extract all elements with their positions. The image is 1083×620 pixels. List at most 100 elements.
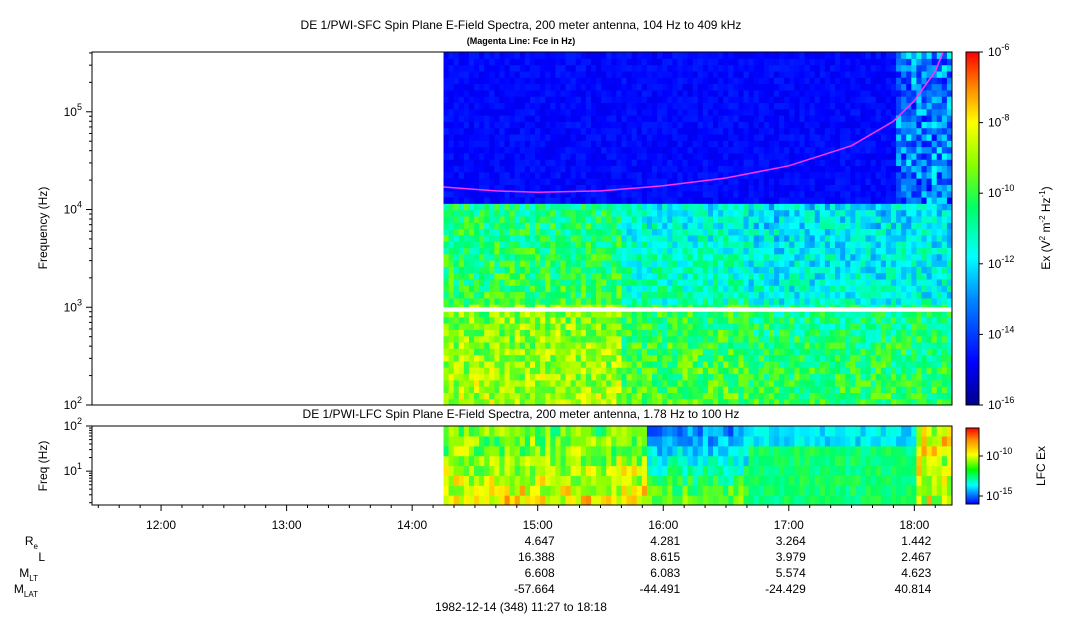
sfc-spectrogram-cell [855, 323, 862, 330]
sfc-spectrogram-cell [565, 272, 572, 280]
sfc-spectrogram-cell [784, 329, 790, 337]
sfc-spectrogram-cell [870, 70, 877, 78]
sfc-spectrogram-cell [763, 115, 770, 122]
sfc-spectrogram-cell [529, 89, 536, 97]
sfc-spectrogram-cell [723, 329, 729, 337]
sfc-spectrogram-cell [499, 196, 506, 204]
sfc-spectrogram-cell [875, 108, 882, 116]
sfc-spectrogram-cell [489, 171, 495, 179]
sfc-spectrogram-cell [748, 196, 755, 204]
sfc-spectrogram-cell [631, 209, 638, 217]
sfc-spectrogram-cell [535, 297, 541, 305]
sfc-spectrogram-cell [489, 373, 495, 381]
sfc-spectrogram-cell [743, 323, 750, 330]
sfc-spectrogram-cell [794, 323, 801, 330]
sfc-spectrogram-cell [545, 70, 551, 78]
sfc-spectrogram-cell [835, 228, 841, 236]
sfc-spectrogram-cell [667, 171, 673, 179]
sfc-spectrogram-cell [443, 127, 450, 135]
sfc-spectrogram-cell [519, 323, 526, 330]
sfc-spectrogram-cell [484, 89, 490, 97]
sfc-spectrogram-cell [692, 234, 699, 242]
sfc-spectrogram-cell [713, 341, 719, 349]
sfc-spectrogram-cell [484, 278, 490, 286]
sfc-spectrogram-cell [489, 234, 495, 242]
sfc-spectrogram-cell [540, 83, 546, 91]
sfc-spectrogram-cell [479, 266, 485, 274]
sfc-spectrogram-cell [667, 335, 673, 343]
sfc-spectrogram-cell [758, 253, 765, 261]
sfc-spectrogram-cell [763, 64, 770, 72]
sfc-spectrogram-cell [504, 291, 511, 299]
sfc-spectrogram-cell [850, 360, 856, 368]
sfc-spectrogram-cell [768, 335, 775, 343]
sfc-spectrogram-cell [652, 234, 658, 242]
sfc-spectrogram-cell [621, 77, 628, 85]
sfc-spectrogram-cell [611, 247, 618, 255]
sfc-spectrogram-cell [657, 152, 663, 160]
sfc-spectrogram-cell [636, 373, 643, 381]
sfc-spectrogram-cell [753, 102, 760, 110]
sfc-spectrogram-cell [468, 367, 475, 375]
sfc-spectrogram-cell [652, 379, 658, 387]
sfc-spectrogram-cell [443, 367, 450, 375]
sfc-spectrogram-cell [885, 266, 892, 274]
sfc-spectrogram-cell [458, 234, 465, 242]
sfc-spectrogram-cell [738, 146, 745, 154]
sfc-spectrogram-cell [697, 367, 704, 375]
sfc-spectrogram-cell [504, 165, 511, 173]
sfc-spectrogram-cell [677, 329, 684, 337]
sfc-spectrogram-cell [723, 196, 729, 204]
sfc-spectrogram-cell [804, 58, 811, 66]
sfc-spectrogram-cell [646, 360, 653, 368]
sfc-spectrogram-cell [809, 64, 816, 72]
sfc-spectrogram-cell [763, 222, 770, 230]
sfc-spectrogram-cell [794, 386, 801, 393]
sfc-spectrogram-cell [636, 96, 643, 104]
sfc-spectrogram-cell [697, 241, 704, 249]
sfc-spectrogram-cell [540, 152, 546, 160]
sfc-spectrogram-cell [504, 115, 511, 122]
sfc-spectrogram-cell [885, 272, 892, 280]
sfc-spectrogram-cell [611, 392, 618, 400]
sfc-spectrogram-cell [463, 297, 470, 305]
sfc-spectrogram-cell [443, 133, 450, 141]
sfc-spectrogram-cell [692, 360, 699, 368]
sfc-spectrogram-cell [728, 335, 734, 343]
sfc-spectrogram-cell [529, 285, 536, 293]
sfc-spectrogram-cell [748, 310, 755, 318]
sfc-spectrogram-cell [474, 121, 480, 129]
sfc-spectrogram-cell [880, 297, 887, 305]
sfc-spectrogram-cell [458, 140, 465, 148]
sfc-spectrogram-cell [463, 260, 470, 267]
sfc-spectrogram-cell [819, 58, 826, 66]
sfc-spectrogram-cell [484, 234, 490, 242]
sfc-spectrogram-cell [606, 285, 612, 293]
sfc-spectrogram-cell [448, 203, 455, 211]
sfc-spectrogram-cell [702, 133, 709, 141]
sfc-spectrogram-cell [606, 52, 612, 59]
sfc-spectrogram-cell [621, 367, 628, 375]
sfc-spectrogram-cell [519, 70, 526, 78]
sfc-spectrogram-cell [718, 241, 724, 249]
sfc-spectrogram-cell [443, 278, 450, 286]
sfc-spectrogram-cell [601, 184, 607, 192]
sfc-spectrogram-cell [692, 222, 699, 230]
sfc-spectrogram-cell [524, 398, 531, 405]
sfc-spectrogram-cell [824, 291, 831, 299]
sfc-spectrogram-cell [804, 291, 811, 299]
sfc-spectrogram-cell [535, 278, 541, 286]
sfc-spectrogram-cell [606, 392, 612, 400]
sfc-spectrogram-cell [789, 241, 795, 249]
sfc-spectrogram-cell [590, 386, 597, 393]
sfc-spectrogram-cell [468, 335, 475, 343]
sfc-spectrogram-cell [606, 152, 612, 160]
sfc-spectrogram-cell [499, 215, 506, 223]
sfc-spectrogram-cell [458, 190, 465, 198]
sfc-spectrogram-cell [784, 367, 790, 375]
sfc-spectrogram-cell [738, 260, 745, 267]
sfc-spectrogram-cell [575, 190, 582, 198]
sfc-spectrogram-cell [692, 159, 699, 167]
sfc-spectrogram-cell [753, 121, 760, 129]
sfc-spectrogram-cell [824, 253, 831, 261]
